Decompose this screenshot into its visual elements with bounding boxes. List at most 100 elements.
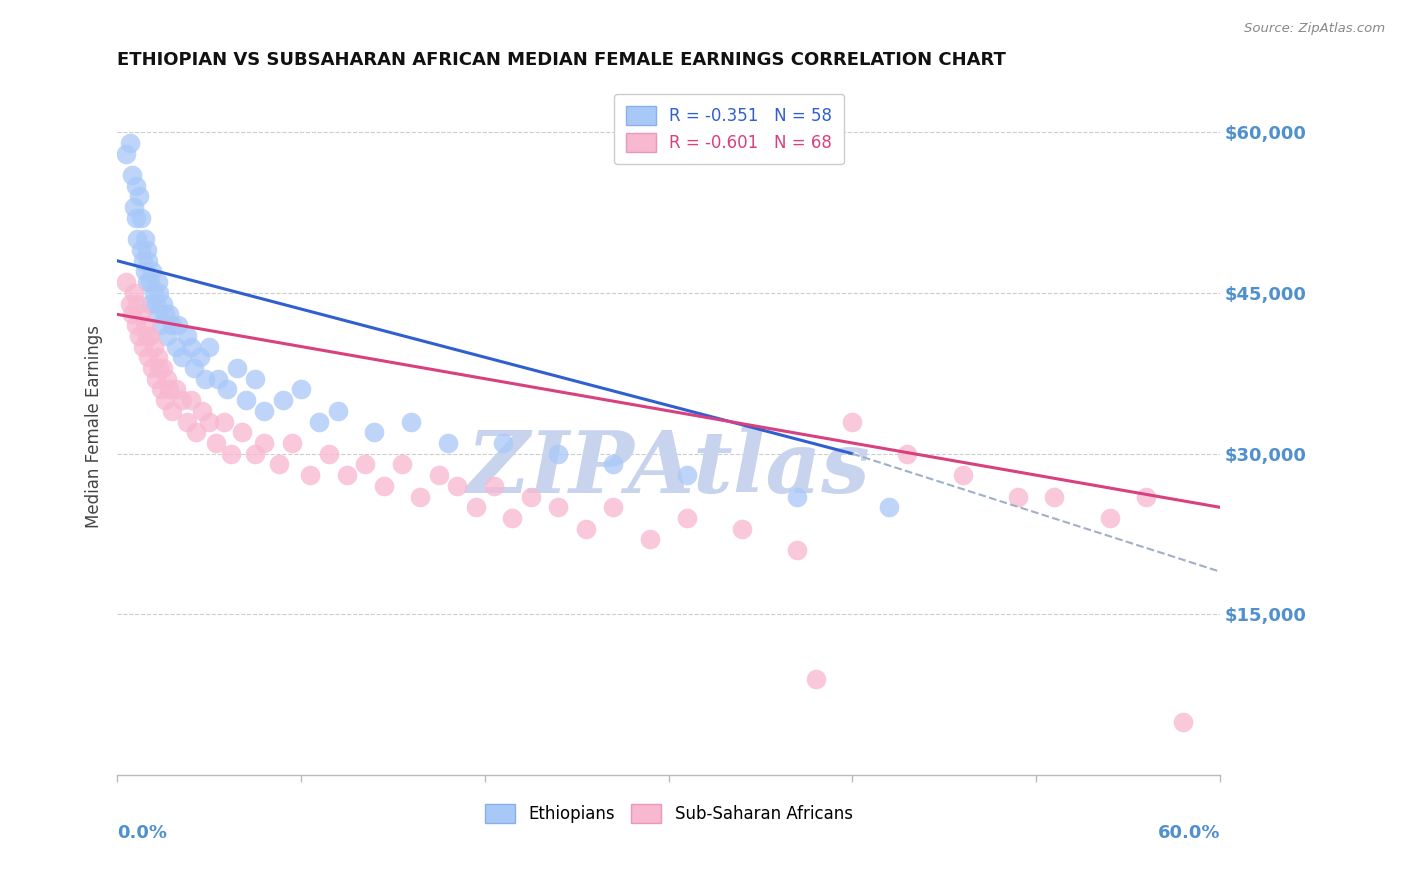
Point xyxy=(482,479,505,493)
Point xyxy=(231,425,253,440)
Point xyxy=(139,275,162,289)
Point xyxy=(146,275,169,289)
Point xyxy=(602,500,624,515)
Point xyxy=(135,328,157,343)
Point xyxy=(409,490,432,504)
Point xyxy=(336,468,359,483)
Point xyxy=(841,415,863,429)
Point xyxy=(399,415,422,429)
Point xyxy=(205,436,228,450)
Point xyxy=(676,511,699,525)
Point xyxy=(145,296,167,310)
Point xyxy=(373,479,395,493)
Point xyxy=(212,415,235,429)
Point xyxy=(354,458,377,472)
Point xyxy=(128,328,150,343)
Point xyxy=(170,350,193,364)
Point xyxy=(952,468,974,483)
Point xyxy=(148,361,170,376)
Point xyxy=(198,415,221,429)
Point xyxy=(183,361,205,376)
Point xyxy=(142,339,165,353)
Point xyxy=(804,672,827,686)
Point xyxy=(153,307,176,321)
Point xyxy=(134,318,156,332)
Point xyxy=(638,533,661,547)
Point xyxy=(786,490,808,504)
Point xyxy=(170,393,193,408)
Point xyxy=(127,232,149,246)
Point xyxy=(135,275,157,289)
Point xyxy=(132,339,155,353)
Point xyxy=(135,243,157,257)
Point xyxy=(267,458,290,472)
Point xyxy=(1043,490,1066,504)
Y-axis label: Median Female Earnings: Median Female Earnings xyxy=(86,326,103,528)
Point xyxy=(118,296,141,310)
Point xyxy=(492,436,515,450)
Point xyxy=(138,253,160,268)
Point xyxy=(391,458,413,472)
Point xyxy=(243,372,266,386)
Point xyxy=(180,339,202,353)
Point xyxy=(194,372,217,386)
Point xyxy=(446,479,468,493)
Point xyxy=(162,318,184,332)
Point xyxy=(165,383,187,397)
Point xyxy=(121,307,143,321)
Point xyxy=(575,522,598,536)
Point xyxy=(186,425,208,440)
Point xyxy=(299,468,322,483)
Point xyxy=(145,372,167,386)
Point xyxy=(243,447,266,461)
Point xyxy=(198,339,221,353)
Point xyxy=(129,243,152,257)
Point xyxy=(122,285,145,300)
Point xyxy=(157,307,180,321)
Point xyxy=(132,253,155,268)
Point xyxy=(124,318,146,332)
Point xyxy=(115,275,138,289)
Point xyxy=(464,500,486,515)
Point xyxy=(676,468,699,483)
Point xyxy=(176,328,198,343)
Point xyxy=(1135,490,1157,504)
Point xyxy=(547,500,569,515)
Point xyxy=(519,490,541,504)
Point xyxy=(165,339,187,353)
Point xyxy=(731,522,754,536)
Point xyxy=(148,285,170,300)
Point xyxy=(122,200,145,214)
Text: Source: ZipAtlas.com: Source: ZipAtlas.com xyxy=(1244,22,1385,36)
Point xyxy=(326,404,349,418)
Point xyxy=(217,383,239,397)
Point xyxy=(152,296,174,310)
Point xyxy=(150,318,173,332)
Point xyxy=(786,543,808,558)
Point xyxy=(271,393,294,408)
Point xyxy=(308,415,330,429)
Point xyxy=(318,447,340,461)
Point xyxy=(427,468,450,483)
Point xyxy=(152,361,174,376)
Point xyxy=(156,328,179,343)
Point xyxy=(139,328,162,343)
Point xyxy=(129,211,152,225)
Point xyxy=(225,361,247,376)
Point xyxy=(180,393,202,408)
Point xyxy=(176,415,198,429)
Point xyxy=(128,189,150,203)
Point xyxy=(219,447,242,461)
Point xyxy=(142,285,165,300)
Text: 0.0%: 0.0% xyxy=(117,824,167,842)
Point xyxy=(115,146,138,161)
Point xyxy=(146,307,169,321)
Point xyxy=(127,296,149,310)
Point xyxy=(363,425,385,440)
Point xyxy=(150,383,173,397)
Point xyxy=(437,436,460,450)
Point xyxy=(134,264,156,278)
Point xyxy=(121,168,143,182)
Point xyxy=(1098,511,1121,525)
Point xyxy=(124,178,146,193)
